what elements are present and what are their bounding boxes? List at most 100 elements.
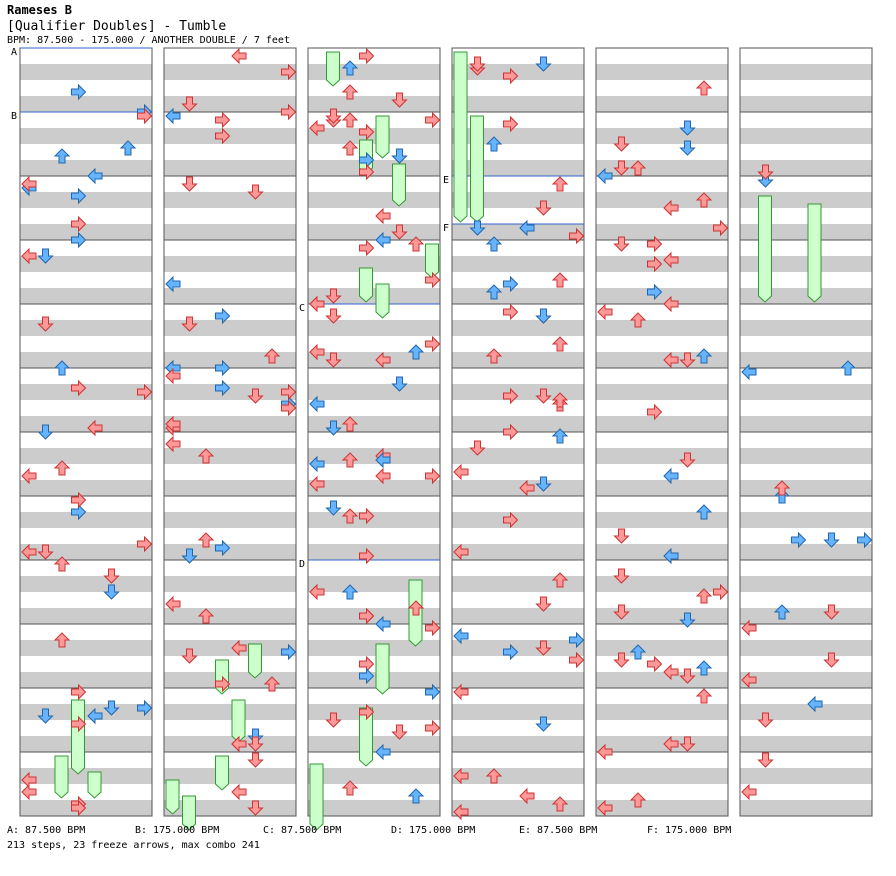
step-arrow-down	[325, 500, 342, 516]
step-arrow-up	[629, 312, 647, 328]
step-arrow-left	[231, 783, 247, 801]
step-arrow-down	[679, 452, 696, 468]
stripe-band	[308, 784, 440, 800]
step-arrow-up	[407, 344, 425, 360]
step-arrow-right	[503, 511, 519, 529]
step-arrow-down	[391, 724, 408, 740]
stripe-band	[740, 496, 872, 512]
stripe-band	[740, 432, 872, 448]
freeze-arrow	[326, 51, 340, 87]
stripe-band	[452, 592, 584, 608]
stripe-band	[164, 672, 296, 688]
step-arrow-right	[71, 799, 87, 817]
stripe-band	[164, 656, 296, 672]
step-arrow-left	[453, 767, 469, 785]
step-arrow-right	[857, 531, 873, 549]
stripe-band	[596, 368, 728, 384]
song-title: [Qualifier Doubles] - Tumble	[7, 19, 227, 34]
step-arrow-up	[485, 236, 503, 252]
stripe-band	[596, 528, 728, 544]
stripe-band	[596, 240, 728, 256]
stripe-band	[452, 496, 584, 512]
stripe-band	[20, 416, 152, 432]
stripe-band	[740, 656, 872, 672]
step-arrow-up	[695, 504, 713, 520]
step-arrow-down	[757, 164, 774, 180]
stripe-band	[596, 224, 728, 240]
stripe-band	[164, 512, 296, 528]
step-arrow-down	[37, 708, 54, 724]
legend-bpm-e: E: 87.500 BPM	[519, 825, 598, 836]
stripe-band	[596, 400, 728, 416]
step-arrow-down	[823, 532, 840, 548]
step-arrow-left	[309, 395, 325, 413]
stripe-band	[740, 480, 872, 496]
stripe-band	[740, 464, 872, 480]
stripe-band	[164, 592, 296, 608]
step-arrow-left	[375, 615, 391, 633]
stripe-band	[20, 64, 152, 80]
stripe-band	[452, 272, 584, 288]
step-arrow-left	[21, 247, 37, 265]
chart-column	[307, 47, 441, 817]
step-arrow-right	[425, 335, 441, 353]
stripe-band	[164, 496, 296, 512]
stripe-band	[452, 128, 584, 144]
stripe-band	[164, 528, 296, 544]
step-arrow-up	[341, 584, 359, 600]
step-arrow-up	[341, 112, 359, 128]
step-arrow-right	[71, 379, 87, 397]
stripe-band	[596, 640, 728, 656]
stripe-band	[452, 544, 584, 560]
stripe-band	[308, 592, 440, 608]
stripe-band	[452, 256, 584, 272]
stripe-band	[740, 144, 872, 160]
step-arrow-up	[551, 796, 569, 812]
step-arrow-right	[359, 667, 375, 685]
stripe-band	[740, 272, 872, 288]
stripe-band	[308, 64, 440, 80]
step-arrow-down	[613, 236, 630, 252]
step-arrow-up	[341, 84, 359, 100]
step-arrow-down	[325, 308, 342, 324]
step-arrow-up	[197, 448, 215, 464]
stripe-band	[20, 112, 152, 128]
step-arrow-down	[535, 640, 552, 656]
freeze-arrow	[425, 243, 439, 279]
step-arrow-left	[519, 479, 535, 497]
step-arrow-up	[629, 160, 647, 176]
step-arrow-up	[695, 688, 713, 704]
stripe-band	[20, 784, 152, 800]
stripe-band	[308, 448, 440, 464]
step-arrow-down	[535, 716, 552, 732]
stripe-band	[308, 96, 440, 112]
stripe-band	[164, 432, 296, 448]
legend-bpm-d: D: 175.000 BPM	[391, 825, 476, 836]
stripe-band	[740, 448, 872, 464]
step-arrow-left	[597, 743, 613, 761]
step-arrow-down	[181, 96, 198, 112]
stripe-band	[452, 432, 584, 448]
freeze-arrow	[375, 643, 390, 695]
song-info: BPM: 87.500 - 175.000 / ANOTHER DOUBLE /…	[7, 35, 290, 46]
stripe-band	[164, 224, 296, 240]
step-arrow-left	[741, 671, 757, 689]
step-arrow-left	[663, 663, 679, 681]
step-arrow-right	[71, 683, 87, 701]
stripe-band	[164, 288, 296, 304]
step-arrow-up	[53, 632, 71, 648]
step-arrow-left	[519, 787, 535, 805]
step-arrow-left	[165, 435, 181, 453]
stripe-band	[740, 512, 872, 528]
step-arrow-down	[679, 140, 696, 156]
stripe-band	[20, 240, 152, 256]
step-arrow-left	[663, 467, 679, 485]
step-arrow-up	[695, 192, 713, 208]
step-arrow-down	[325, 352, 342, 368]
stripe-band	[740, 400, 872, 416]
stripe-band	[452, 576, 584, 592]
stripe-band	[596, 208, 728, 224]
stripe-band	[308, 720, 440, 736]
step-arrow-right	[281, 63, 297, 81]
stripe-band	[740, 784, 872, 800]
